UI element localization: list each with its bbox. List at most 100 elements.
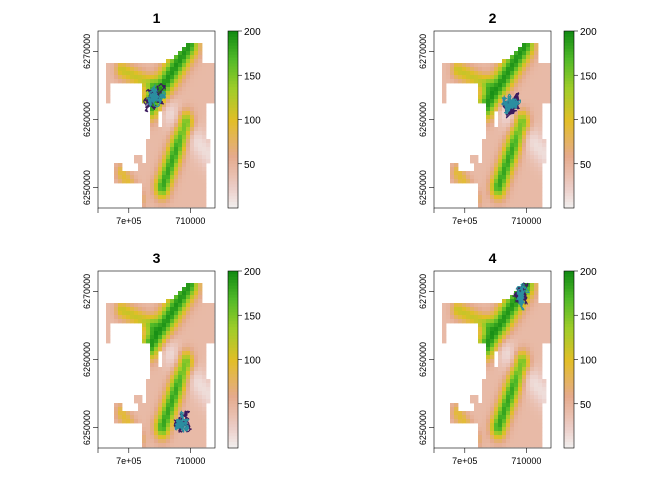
raster-cell — [186, 307, 191, 312]
raster-cell — [482, 203, 487, 208]
raster-cell — [182, 375, 187, 380]
raster-cell — [186, 75, 191, 80]
raster-cell — [482, 199, 487, 204]
raster-cell — [534, 123, 539, 128]
raster-cell — [490, 159, 495, 164]
raster-cell — [146, 431, 151, 436]
raster-cell — [530, 347, 535, 352]
raster-cell — [142, 163, 147, 168]
raster-cell — [546, 315, 551, 320]
raster-cell — [206, 311, 211, 316]
panel-title: 2 — [489, 10, 497, 26]
raster-cell — [182, 183, 187, 188]
raster-cell — [510, 387, 515, 392]
raster-cell — [166, 399, 171, 404]
raster-cell — [190, 331, 195, 336]
raster-cell — [490, 135, 495, 140]
raster-cell — [482, 335, 487, 340]
raster-cell — [514, 415, 519, 420]
raster-cell — [202, 323, 207, 328]
raster-cell — [198, 343, 203, 348]
raster-cell — [490, 363, 495, 368]
raster-cell — [490, 155, 495, 160]
raster-cell — [478, 303, 483, 308]
raster-cell — [182, 115, 187, 120]
raster-cell — [194, 319, 199, 324]
raster-cell — [202, 435, 207, 440]
raster-cell — [198, 327, 203, 332]
raster-cell — [182, 295, 187, 300]
raster-cell — [442, 79, 447, 84]
legend-swatch — [228, 163, 238, 168]
raster-cell — [210, 335, 215, 340]
raster-cell — [526, 103, 531, 108]
raster-cell — [134, 67, 139, 72]
raster-cell — [522, 159, 527, 164]
raster-cell — [198, 203, 203, 208]
raster-cell — [486, 359, 491, 364]
raster-cell — [506, 363, 511, 368]
raster-cell — [154, 175, 159, 180]
legend-swatch — [228, 418, 238, 422]
raster-cell — [490, 167, 495, 172]
raster-cell — [178, 319, 183, 324]
raster-cell — [198, 63, 203, 68]
raster-cell — [502, 135, 507, 140]
raster-cell — [138, 411, 143, 416]
raster-cell — [194, 339, 199, 344]
raster-cell — [138, 159, 143, 164]
raster-cell — [198, 307, 203, 312]
raster-cell — [450, 167, 455, 172]
raster-cell — [154, 331, 159, 336]
raster-cell — [538, 383, 543, 388]
raster-cell — [182, 171, 187, 176]
raster-cell — [522, 119, 527, 124]
raster-cell — [486, 347, 491, 352]
raster-cell — [158, 91, 163, 96]
raster-cell — [154, 75, 159, 80]
raster-cell — [138, 315, 143, 320]
raster-cell — [518, 355, 523, 360]
raster-cell — [450, 67, 455, 72]
raster-cell — [498, 79, 503, 84]
raster-cell — [134, 175, 139, 180]
raster-cell — [150, 359, 155, 364]
legend-swatch — [228, 386, 238, 390]
legend-swatch — [228, 81, 238, 85]
raster-cell — [162, 355, 167, 360]
raster-cell — [158, 443, 163, 448]
raster-cell — [522, 431, 527, 436]
raster-cell — [522, 123, 527, 128]
raster-cell — [482, 171, 487, 176]
raster-cell — [530, 291, 535, 296]
raster-cell — [194, 79, 199, 84]
raster-cell — [494, 131, 499, 136]
raster-cell — [154, 187, 159, 192]
raster-cell — [206, 71, 211, 76]
raster-cell — [182, 63, 187, 68]
raster-cell — [174, 71, 179, 76]
raster-cell — [142, 71, 147, 76]
raster-cell — [194, 47, 199, 52]
raster-cell — [506, 367, 511, 372]
raster-cell — [186, 59, 191, 64]
raster-cell — [530, 187, 535, 192]
raster-cell — [162, 155, 167, 160]
raster-cell — [506, 403, 511, 408]
raster-cell — [510, 171, 515, 176]
raster-cell — [518, 167, 523, 172]
raster-cell — [166, 303, 171, 308]
raster-cell — [534, 111, 539, 116]
raster-cell — [166, 103, 171, 108]
raster-cell — [506, 167, 511, 172]
raster-cell — [502, 323, 507, 328]
legend-swatch — [228, 205, 238, 209]
legend-swatch — [564, 137, 574, 141]
legend-swatch — [228, 400, 238, 405]
raster-cell — [506, 63, 511, 68]
raster-cell — [174, 87, 179, 92]
raster-cell — [174, 407, 179, 412]
raster-cell — [514, 383, 519, 388]
legend-swatch — [564, 63, 574, 67]
